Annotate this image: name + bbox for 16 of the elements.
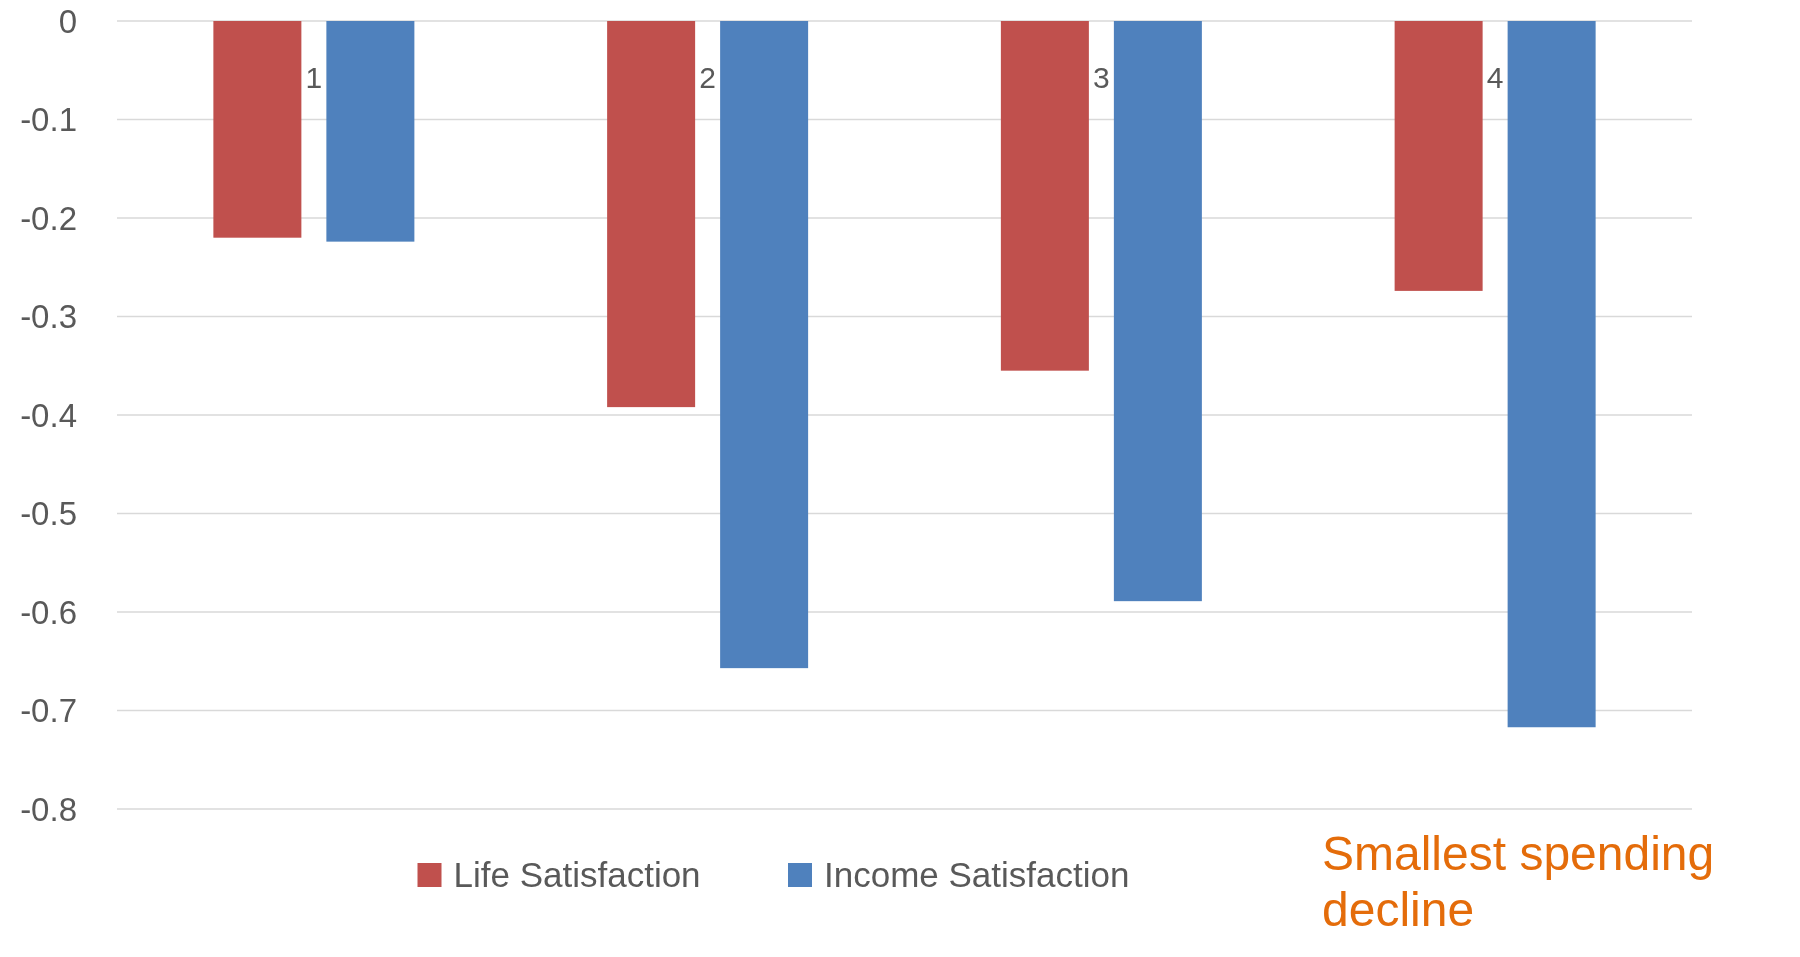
x-tick-label: 3 <box>1093 60 1110 94</box>
y-tick-label: -0.1 <box>20 101 77 139</box>
y-tick-label: -0.2 <box>20 199 77 237</box>
text: Smallest spending decline <box>1322 827 1715 936</box>
x-tick-label: 2 <box>699 60 716 94</box>
x-tick-label: 4 <box>1486 60 1504 94</box>
y-tick-label: -0.5 <box>20 495 77 533</box>
legend-label: Income Satisfaction <box>824 855 1130 895</box>
y-tick-label: 0 <box>58 2 77 40</box>
y-tick-label: -0.3 <box>20 298 77 336</box>
y-tick-label: -0.8 <box>20 790 77 828</box>
legend-label: Life Satisfaction <box>453 855 701 895</box>
y-tick-label: -0.4 <box>20 396 77 434</box>
x-tick-label: 1 <box>305 60 323 94</box>
y-tick-label: -0.7 <box>20 692 77 730</box>
y-tick-label: -0.6 <box>20 593 77 631</box>
